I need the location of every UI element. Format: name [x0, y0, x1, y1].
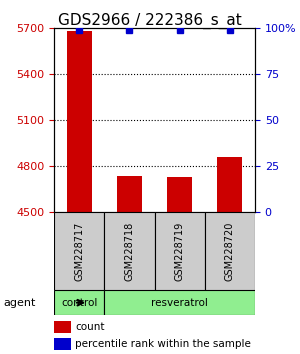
Bar [67, 32, 92, 212]
Bar [167, 177, 192, 212]
Bar [117, 176, 142, 212]
FancyBboxPatch shape [104, 290, 255, 315]
FancyBboxPatch shape [205, 212, 255, 290]
Text: GSM228719: GSM228719 [175, 222, 184, 281]
Text: count: count [75, 322, 104, 332]
FancyBboxPatch shape [54, 290, 104, 315]
Bar [54, 338, 70, 350]
FancyBboxPatch shape [154, 212, 205, 290]
FancyBboxPatch shape [54, 212, 104, 290]
Text: control: control [61, 298, 97, 308]
FancyBboxPatch shape [104, 212, 154, 290]
Text: GSM228718: GSM228718 [124, 222, 134, 281]
Text: GDS2966 / 222386_s_at: GDS2966 / 222386_s_at [58, 12, 242, 29]
Text: GSM228717: GSM228717 [74, 222, 84, 281]
Bar [217, 157, 242, 212]
Text: resveratrol: resveratrol [151, 298, 208, 308]
Text: GSM228720: GSM228720 [225, 222, 235, 281]
Text: agent: agent [3, 298, 35, 308]
Text: percentile rank within the sample: percentile rank within the sample [75, 339, 251, 349]
Bar [54, 321, 70, 333]
